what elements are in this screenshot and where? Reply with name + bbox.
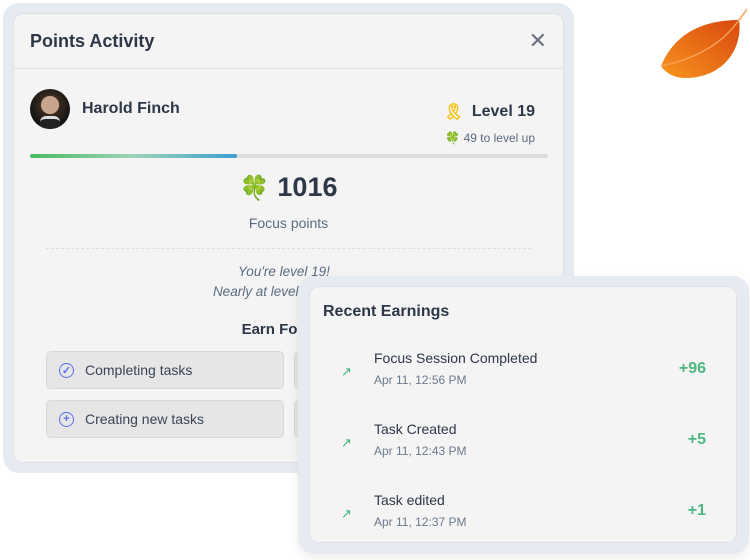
- plus-circle-icon: +: [59, 411, 74, 427]
- earning-label: Focus Session Completed: [374, 350, 538, 366]
- arrow-up-right-icon: ↗: [341, 435, 352, 450]
- earn-way-label: Creating new tasks: [85, 411, 205, 427]
- level-progress-fill: [30, 154, 238, 158]
- earning-row: ↗ Task Created Apr 11, 12:43 PM +5: [310, 421, 736, 471]
- points-label: Focus points: [248, 215, 329, 231]
- points-value: 1016: [277, 172, 338, 202]
- earning-points: +1: [687, 502, 706, 519]
- user-info: Harold Finch: [30, 89, 180, 129]
- avatar: [30, 89, 70, 129]
- modal-title: Points Activity: [30, 30, 155, 51]
- close-icon[interactable]: ✕: [528, 28, 547, 53]
- to-level-up: 49 to level up: [463, 131, 535, 145]
- four-leaf-clover-icon: 🍀: [239, 175, 270, 202]
- earning-row: ↗ Focus Session Completed Apr 11, 12:56 …: [310, 350, 736, 400]
- arrow-up-right-icon: ↗: [341, 364, 352, 379]
- divider: [46, 248, 531, 249]
- earning-label: Task Created: [374, 421, 457, 437]
- modal-header: Points Activity ✕: [14, 14, 563, 69]
- level-up-info: 🍀 49 to level up: [445, 131, 535, 145]
- arrow-up-right-icon: ↗: [341, 506, 352, 521]
- level-label: Level 19: [471, 103, 535, 120]
- earning-points: +96: [678, 360, 706, 377]
- user-name: Harold Finch: [82, 100, 180, 117]
- recent-earnings-panel: Recent Earnings ↗ Focus Session Complete…: [309, 286, 737, 543]
- level-progress-bar: [30, 154, 548, 158]
- earn-way-label: Completing tasks: [85, 362, 193, 378]
- earning-points: +5: [687, 431, 706, 448]
- earning-row: ↗ Task edited Apr 11, 12:37 PM +1: [310, 492, 736, 542]
- points-total: 🍀 1016: [14, 172, 563, 203]
- earn-way-creating-tasks[interactable]: + Creating new tasks: [46, 400, 284, 438]
- earning-date: Apr 11, 12:43 PM: [374, 444, 467, 458]
- clover-icon: 🍀: [445, 131, 461, 145]
- earning-date: Apr 11, 12:56 PM: [374, 373, 467, 387]
- earn-way-completing-tasks[interactable]: ✓ Completing tasks: [46, 351, 284, 389]
- recent-earnings-title: Recent Earnings: [323, 303, 450, 320]
- earning-label: Task edited: [374, 492, 445, 508]
- earning-date: Apr 11, 12:37 PM: [374, 515, 467, 529]
- check-circle-icon: ✓: [59, 362, 74, 378]
- level-badge: 🎗 Level 19: [444, 102, 535, 122]
- level-message: You're level 19!: [238, 264, 330, 279]
- autumn-leaf-icon: [660, 8, 747, 78]
- medal-icon: 🎗: [443, 104, 464, 121]
